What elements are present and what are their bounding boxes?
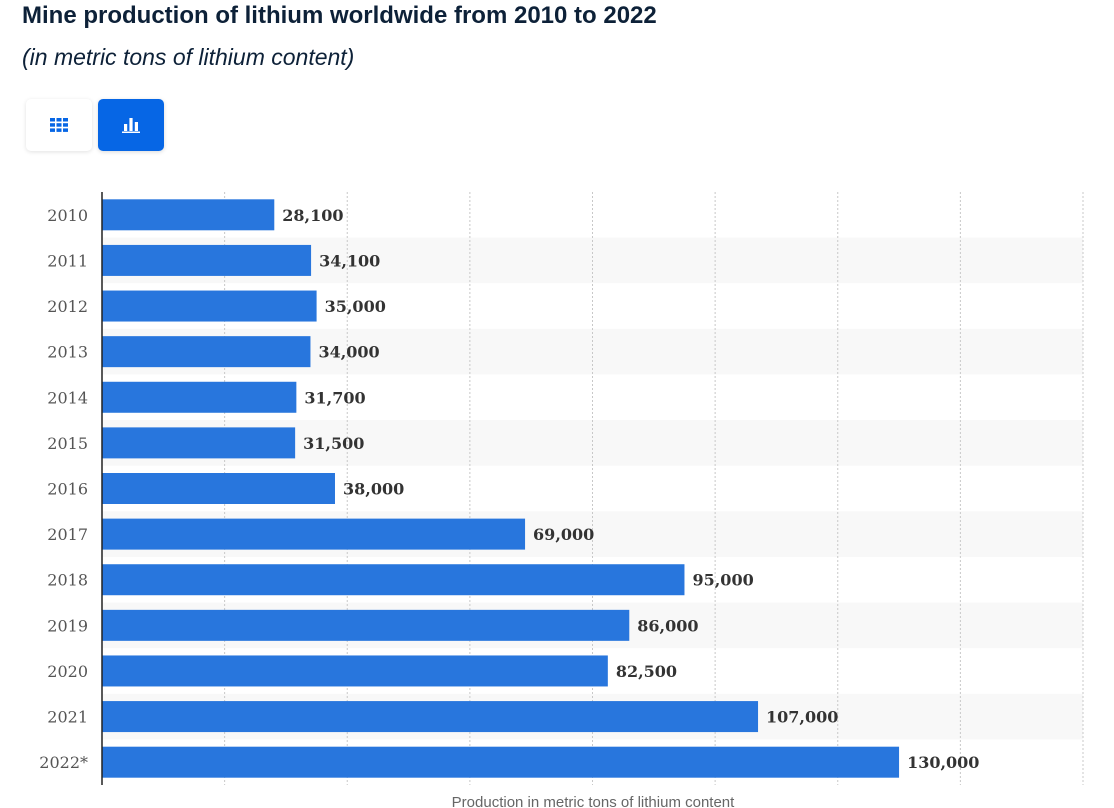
data-label: 35,000 — [325, 297, 386, 316]
bar-2013[interactable] — [102, 336, 311, 368]
data-label: 34,000 — [318, 343, 379, 362]
chart-subtitle: (in metric tons of lithium content) — [22, 44, 355, 70]
data-label: 107,000 — [766, 708, 838, 727]
table-view-button[interactable] — [26, 99, 92, 151]
y-tick-label: 2013 — [47, 343, 88, 362]
bar-2017[interactable] — [102, 518, 526, 550]
data-label: 130,000 — [907, 753, 979, 772]
y-tick-label: 2011 — [47, 251, 88, 270]
y-tick-label: 2017 — [47, 525, 88, 544]
bar-2012[interactable] — [102, 290, 317, 322]
y-tick-label: 2021 — [47, 708, 88, 727]
bar-2010[interactable] — [102, 199, 275, 231]
bar-2021[interactable] — [102, 701, 759, 733]
data-label: 28,100 — [282, 206, 343, 225]
bar-2022[interactable] — [102, 746, 900, 778]
chart-title: Mine production of lithium worldwide fro… — [22, 2, 657, 29]
chart-view-button[interactable] — [98, 99, 164, 151]
bar-2015[interactable] — [102, 427, 296, 459]
bar-2014[interactable] — [102, 381, 297, 413]
bar-chart-icon — [122, 118, 140, 133]
bar-2016[interactable] — [102, 473, 335, 504]
data-label: 34,100 — [319, 251, 380, 270]
y-tick-label: 2022* — [39, 753, 88, 772]
data-label: 95,000 — [692, 571, 753, 590]
y-tick-label: 2014 — [47, 388, 88, 407]
data-label: 38,000 — [343, 480, 404, 499]
bar-2019[interactable] — [102, 609, 630, 641]
x-axis-title: Production in metric tons of lithium con… — [452, 794, 735, 808]
bars — [102, 199, 900, 778]
y-tick-label: 2018 — [47, 571, 88, 590]
y-tick-label: 2020 — [47, 662, 88, 681]
data-label: 31,500 — [303, 434, 364, 453]
y-tick-label: 2010 — [47, 206, 88, 225]
data-label: 86,000 — [637, 616, 698, 635]
y-tick-label: 2019 — [47, 616, 88, 635]
data-label: 31,700 — [304, 388, 365, 407]
labels: 28,100 2010 34,100 2011 35,000 2012 34,000 2013… — [39, 206, 979, 772]
bar-2020[interactable] — [102, 655, 608, 687]
data-label: 82,500 — [616, 662, 677, 681]
bar-2018[interactable] — [102, 564, 685, 596]
y-tick-label: 2016 — [47, 480, 88, 499]
y-tick-label: 2012 — [47, 297, 88, 316]
y-tick-label: 2015 — [47, 434, 88, 453]
data-label: 69,000 — [533, 525, 594, 544]
bar-2011[interactable] — [102, 244, 312, 276]
table-grid-icon — [50, 118, 68, 132]
